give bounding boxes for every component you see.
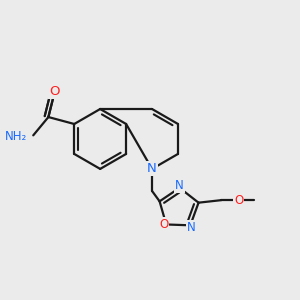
Text: N: N [175, 179, 184, 192]
Text: O: O [49, 85, 59, 98]
Text: O: O [234, 194, 243, 207]
Text: O: O [159, 218, 168, 231]
Text: N: N [187, 221, 196, 234]
Text: NH₂: NH₂ [5, 130, 28, 143]
Text: N: N [147, 162, 157, 176]
